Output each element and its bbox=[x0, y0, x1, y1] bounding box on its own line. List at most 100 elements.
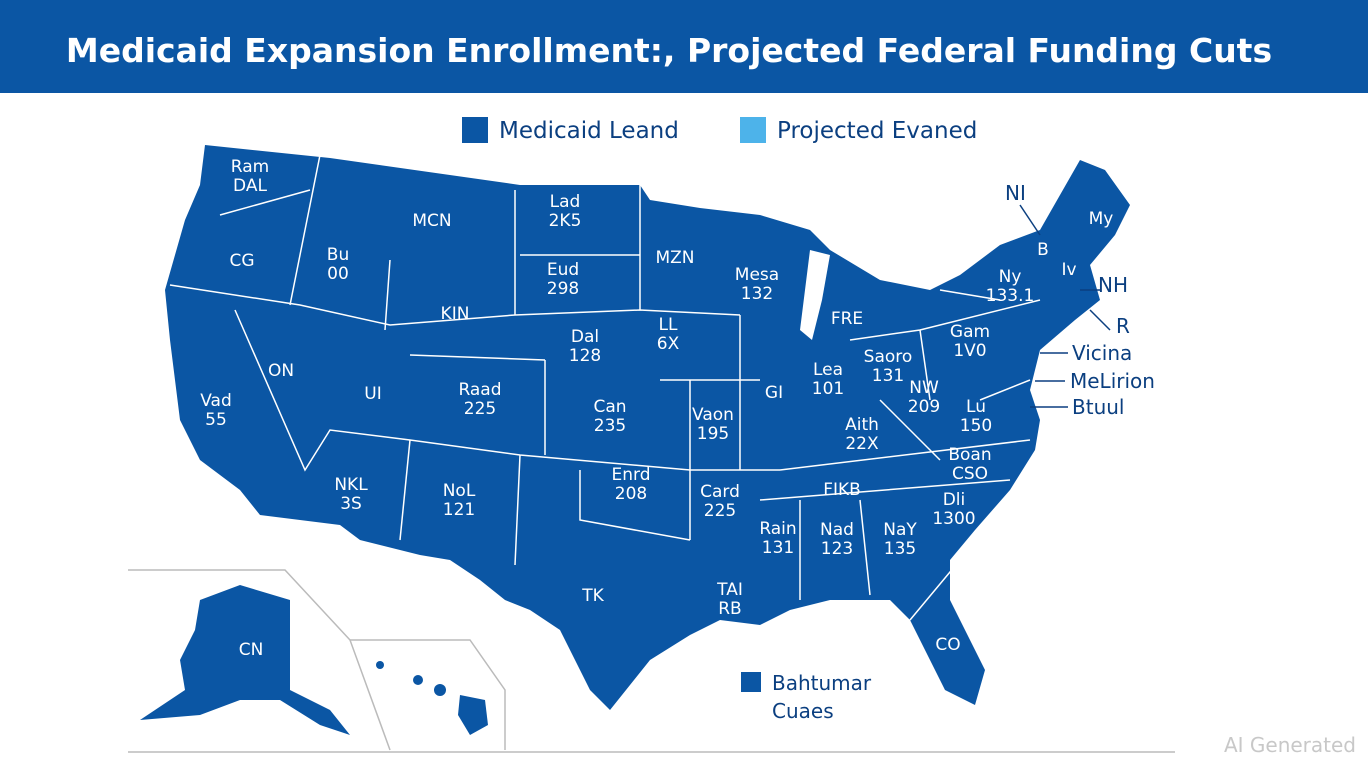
state-label-line: 1V0 bbox=[953, 341, 986, 361]
state-label: CG bbox=[229, 251, 254, 271]
state-label-line: 3S bbox=[340, 494, 362, 514]
state-label-line: CG bbox=[229, 251, 254, 271]
state-label-line: 123 bbox=[821, 539, 853, 559]
legend-label: Projected Evaned bbox=[777, 118, 977, 144]
state-label-line: Enrd bbox=[612, 465, 651, 485]
state-label-line: Iv bbox=[1061, 260, 1076, 280]
state-label-line: CSO bbox=[952, 464, 988, 484]
inset-legend-swatch bbox=[741, 672, 761, 692]
state-label-line: 135 bbox=[884, 539, 916, 559]
state-label: Iv bbox=[1061, 260, 1076, 280]
state-label-line: 6X bbox=[657, 334, 680, 354]
state-label-line: GI bbox=[765, 383, 783, 403]
state-label-line: MCN bbox=[412, 211, 451, 231]
state-label-line: UI bbox=[364, 384, 381, 404]
state-label-line: Rain bbox=[759, 519, 796, 539]
callout-label: MeLirion bbox=[1070, 369, 1155, 393]
state-label-line: Ny bbox=[999, 267, 1022, 287]
state-label-line: 00 bbox=[327, 264, 349, 284]
state-label-line: NW bbox=[909, 378, 939, 398]
state-label-line: 208 bbox=[615, 484, 647, 504]
state-label-line: 150 bbox=[960, 416, 992, 436]
state-label: B bbox=[1037, 240, 1049, 260]
state-label-line: 225 bbox=[464, 399, 496, 419]
state-label-line: Aith bbox=[845, 415, 879, 435]
state-label: Lad 2K5 bbox=[549, 192, 582, 231]
state-label: Boan CSO bbox=[948, 445, 991, 484]
state-label: Rain 131 bbox=[759, 519, 796, 558]
state-label-line: Eud bbox=[547, 260, 579, 280]
state-label: Ny 133.1 bbox=[986, 267, 1035, 306]
state-label-line: Boan bbox=[948, 445, 991, 465]
state-label-line: 235 bbox=[594, 416, 626, 436]
state-label: Lea 101 bbox=[812, 360, 844, 399]
state-label-line: CO bbox=[935, 635, 960, 655]
state-label-line: BIR bbox=[418, 709, 447, 729]
state-label: BIR bbox=[418, 709, 447, 729]
state-label: GI bbox=[765, 383, 783, 403]
state-label-line: 1300 bbox=[932, 509, 975, 529]
state-label-line: Lea bbox=[813, 360, 843, 380]
state-label: MCN bbox=[412, 211, 451, 231]
state-label-line: 2K5 bbox=[549, 211, 582, 231]
legend-swatch bbox=[740, 117, 766, 143]
state-label: NaY 135 bbox=[883, 520, 917, 559]
state-borders bbox=[169, 154, 1041, 621]
state-label-line: Vaon bbox=[692, 405, 734, 425]
state-label: TAI RB bbox=[716, 580, 743, 619]
state-label: NW 209 bbox=[908, 378, 940, 417]
state-label: LL 6X bbox=[657, 315, 680, 354]
callout-lines bbox=[1019, 204, 1111, 408]
state-label: CO bbox=[935, 635, 960, 655]
state-label-line: MZN bbox=[655, 248, 694, 268]
state-label-line: LL bbox=[659, 315, 678, 335]
state-label: Lu 150 bbox=[960, 397, 992, 436]
state-label-line: My bbox=[1089, 209, 1114, 229]
callout-label: R bbox=[1116, 314, 1130, 338]
state-label-line: RB bbox=[718, 599, 741, 619]
state-labels: Ram DAL CG MCN Lad 2K5 Bu 00 KIN Eud 298 MZN Mesa 132… bbox=[200, 157, 1155, 729]
state-label: Mesa 132 bbox=[735, 265, 779, 304]
state-label-line: 101 bbox=[812, 379, 844, 399]
state-label: Bu 00 bbox=[327, 245, 349, 284]
state-label: NKL 3S bbox=[334, 475, 368, 514]
state-label: My bbox=[1089, 209, 1114, 229]
state-label-line: FRE bbox=[831, 309, 863, 329]
state-label: Vad 55 bbox=[200, 391, 232, 430]
state-label: Dal 128 bbox=[569, 327, 601, 366]
state-label: Eud 298 bbox=[547, 260, 579, 299]
state-label: KIN bbox=[441, 304, 470, 324]
state-label: UI bbox=[364, 384, 381, 404]
header-bar bbox=[0, 0, 1368, 93]
state-label-line: 121 bbox=[443, 500, 475, 520]
state-label-line: 131 bbox=[872, 366, 904, 386]
state-label-line: Gam bbox=[950, 322, 990, 342]
state-label-line: 225 bbox=[704, 501, 736, 521]
state-label: TK bbox=[581, 586, 604, 606]
state-label: NoL 121 bbox=[443, 481, 476, 520]
inset-legend-label: Bahtumar bbox=[772, 671, 872, 695]
state-label: FRE bbox=[831, 309, 863, 329]
state-label-line: 209 bbox=[908, 397, 940, 417]
state-label-line: 195 bbox=[697, 424, 729, 444]
watermark: AI Generated bbox=[1224, 733, 1356, 757]
state-label: Raad 225 bbox=[458, 380, 501, 419]
state-label: Saoro 131 bbox=[864, 347, 913, 386]
state-label-line: Lu bbox=[966, 397, 986, 417]
callout-label: Btuul bbox=[1072, 395, 1124, 419]
state-label: Gam 1V0 bbox=[950, 322, 990, 361]
callout-label: NI bbox=[1005, 181, 1026, 205]
state-label-line: 55 bbox=[205, 410, 227, 430]
state-label-line: Saoro bbox=[864, 347, 913, 367]
state-label-line: Can bbox=[593, 397, 626, 417]
state-label-line: FIKB bbox=[823, 480, 861, 500]
callout-label: Vicina bbox=[1072, 341, 1132, 365]
state-label-line: 131 bbox=[762, 538, 794, 558]
state-label: Card 225 bbox=[700, 482, 740, 521]
inset-legend-label: Cuaes bbox=[772, 699, 834, 723]
state-label: CN bbox=[239, 640, 264, 660]
lake-michigan bbox=[800, 250, 830, 340]
state-label-line: B bbox=[1037, 240, 1049, 260]
legend-label: Medicaid Leand bbox=[499, 118, 679, 144]
